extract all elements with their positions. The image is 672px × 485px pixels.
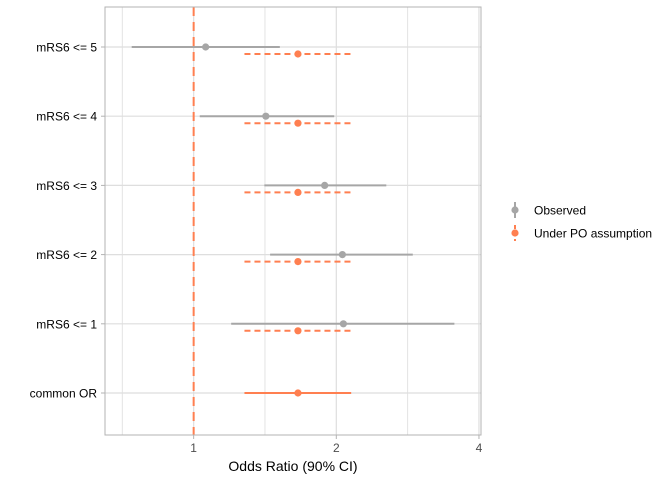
y-axis: mRS6 <= 5 mRS6 <= 4 mRS6 <= 3 mRS6 <= 2 mRS6…: [30, 41, 105, 401]
legend-key-point: [511, 206, 519, 214]
point-estimate: [294, 327, 302, 335]
grid: [105, 7, 481, 435]
y-tick-label: mRS6 <= 3: [36, 179, 97, 193]
x-tick-label: 1: [190, 441, 197, 455]
legend-label: Under PO assumption: [534, 227, 652, 241]
x-tick-label: 4: [476, 441, 483, 455]
point-estimate: [262, 112, 270, 120]
point-estimate: [294, 119, 302, 127]
x-axis: 1 2 4: [190, 435, 483, 455]
point-estimate: [339, 320, 347, 328]
legend-key-point: [511, 229, 519, 237]
x-tick-label: 2: [333, 441, 340, 455]
point-estimate: [294, 50, 302, 58]
y-tick-label: mRS6 <= 2: [36, 248, 97, 262]
point-estimate: [294, 389, 302, 397]
y-tick-label: mRS6 <= 5: [36, 41, 97, 55]
y-tick-label: mRS6 <= 1: [36, 317, 97, 331]
point-estimate: [202, 43, 210, 51]
point-estimate: [321, 181, 329, 189]
panel-border: [104, 6, 482, 436]
x-axis-title: Odds Ratio (90% CI): [228, 458, 357, 474]
point-estimate: [338, 251, 346, 259]
y-tick-label: mRS6 <= 4: [36, 110, 97, 124]
point-estimate: [294, 188, 302, 196]
y-tick-label: common OR: [30, 387, 98, 401]
marks: [131, 43, 455, 397]
point-estimate: [294, 258, 302, 266]
legend-label: Observed: [534, 204, 586, 218]
legend: Observed Under PO assumption: [511, 202, 652, 241]
